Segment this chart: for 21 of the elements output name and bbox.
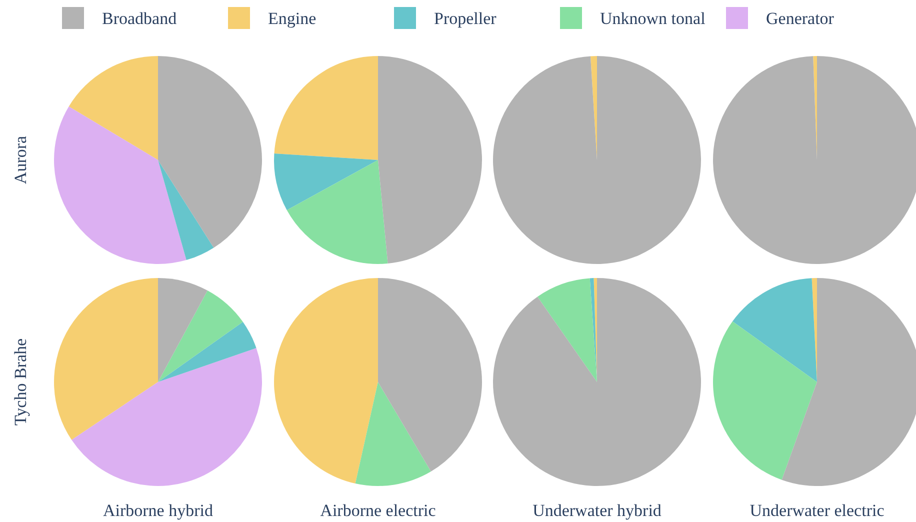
text: Airborne electric — [320, 501, 436, 520]
legend-label: Unknown tonal — [600, 9, 706, 28]
pie-slice — [355, 382, 431, 486]
pie-slice — [274, 278, 378, 484]
pie-slice — [378, 278, 482, 472]
legend-label: Generator — [766, 9, 834, 28]
pie-slice — [378, 56, 482, 264]
text: Underwater electric — [750, 501, 885, 520]
text: Underwater hybrid — [532, 501, 662, 520]
text: Aurora — [11, 135, 30, 184]
pie-slice — [274, 153, 378, 210]
text: Airborne hybrid — [102, 501, 214, 520]
pie-slice — [493, 278, 701, 486]
legend-label: Broadband — [102, 9, 178, 28]
legend-label: Propeller — [434, 9, 497, 28]
text: Tycho Brahe — [11, 338, 30, 426]
pie-slice — [537, 278, 597, 382]
pie-slice — [286, 160, 388, 264]
pie-slice — [274, 56, 378, 160]
pie-slice — [493, 56, 701, 264]
legend-label: Engine — [268, 9, 316, 28]
